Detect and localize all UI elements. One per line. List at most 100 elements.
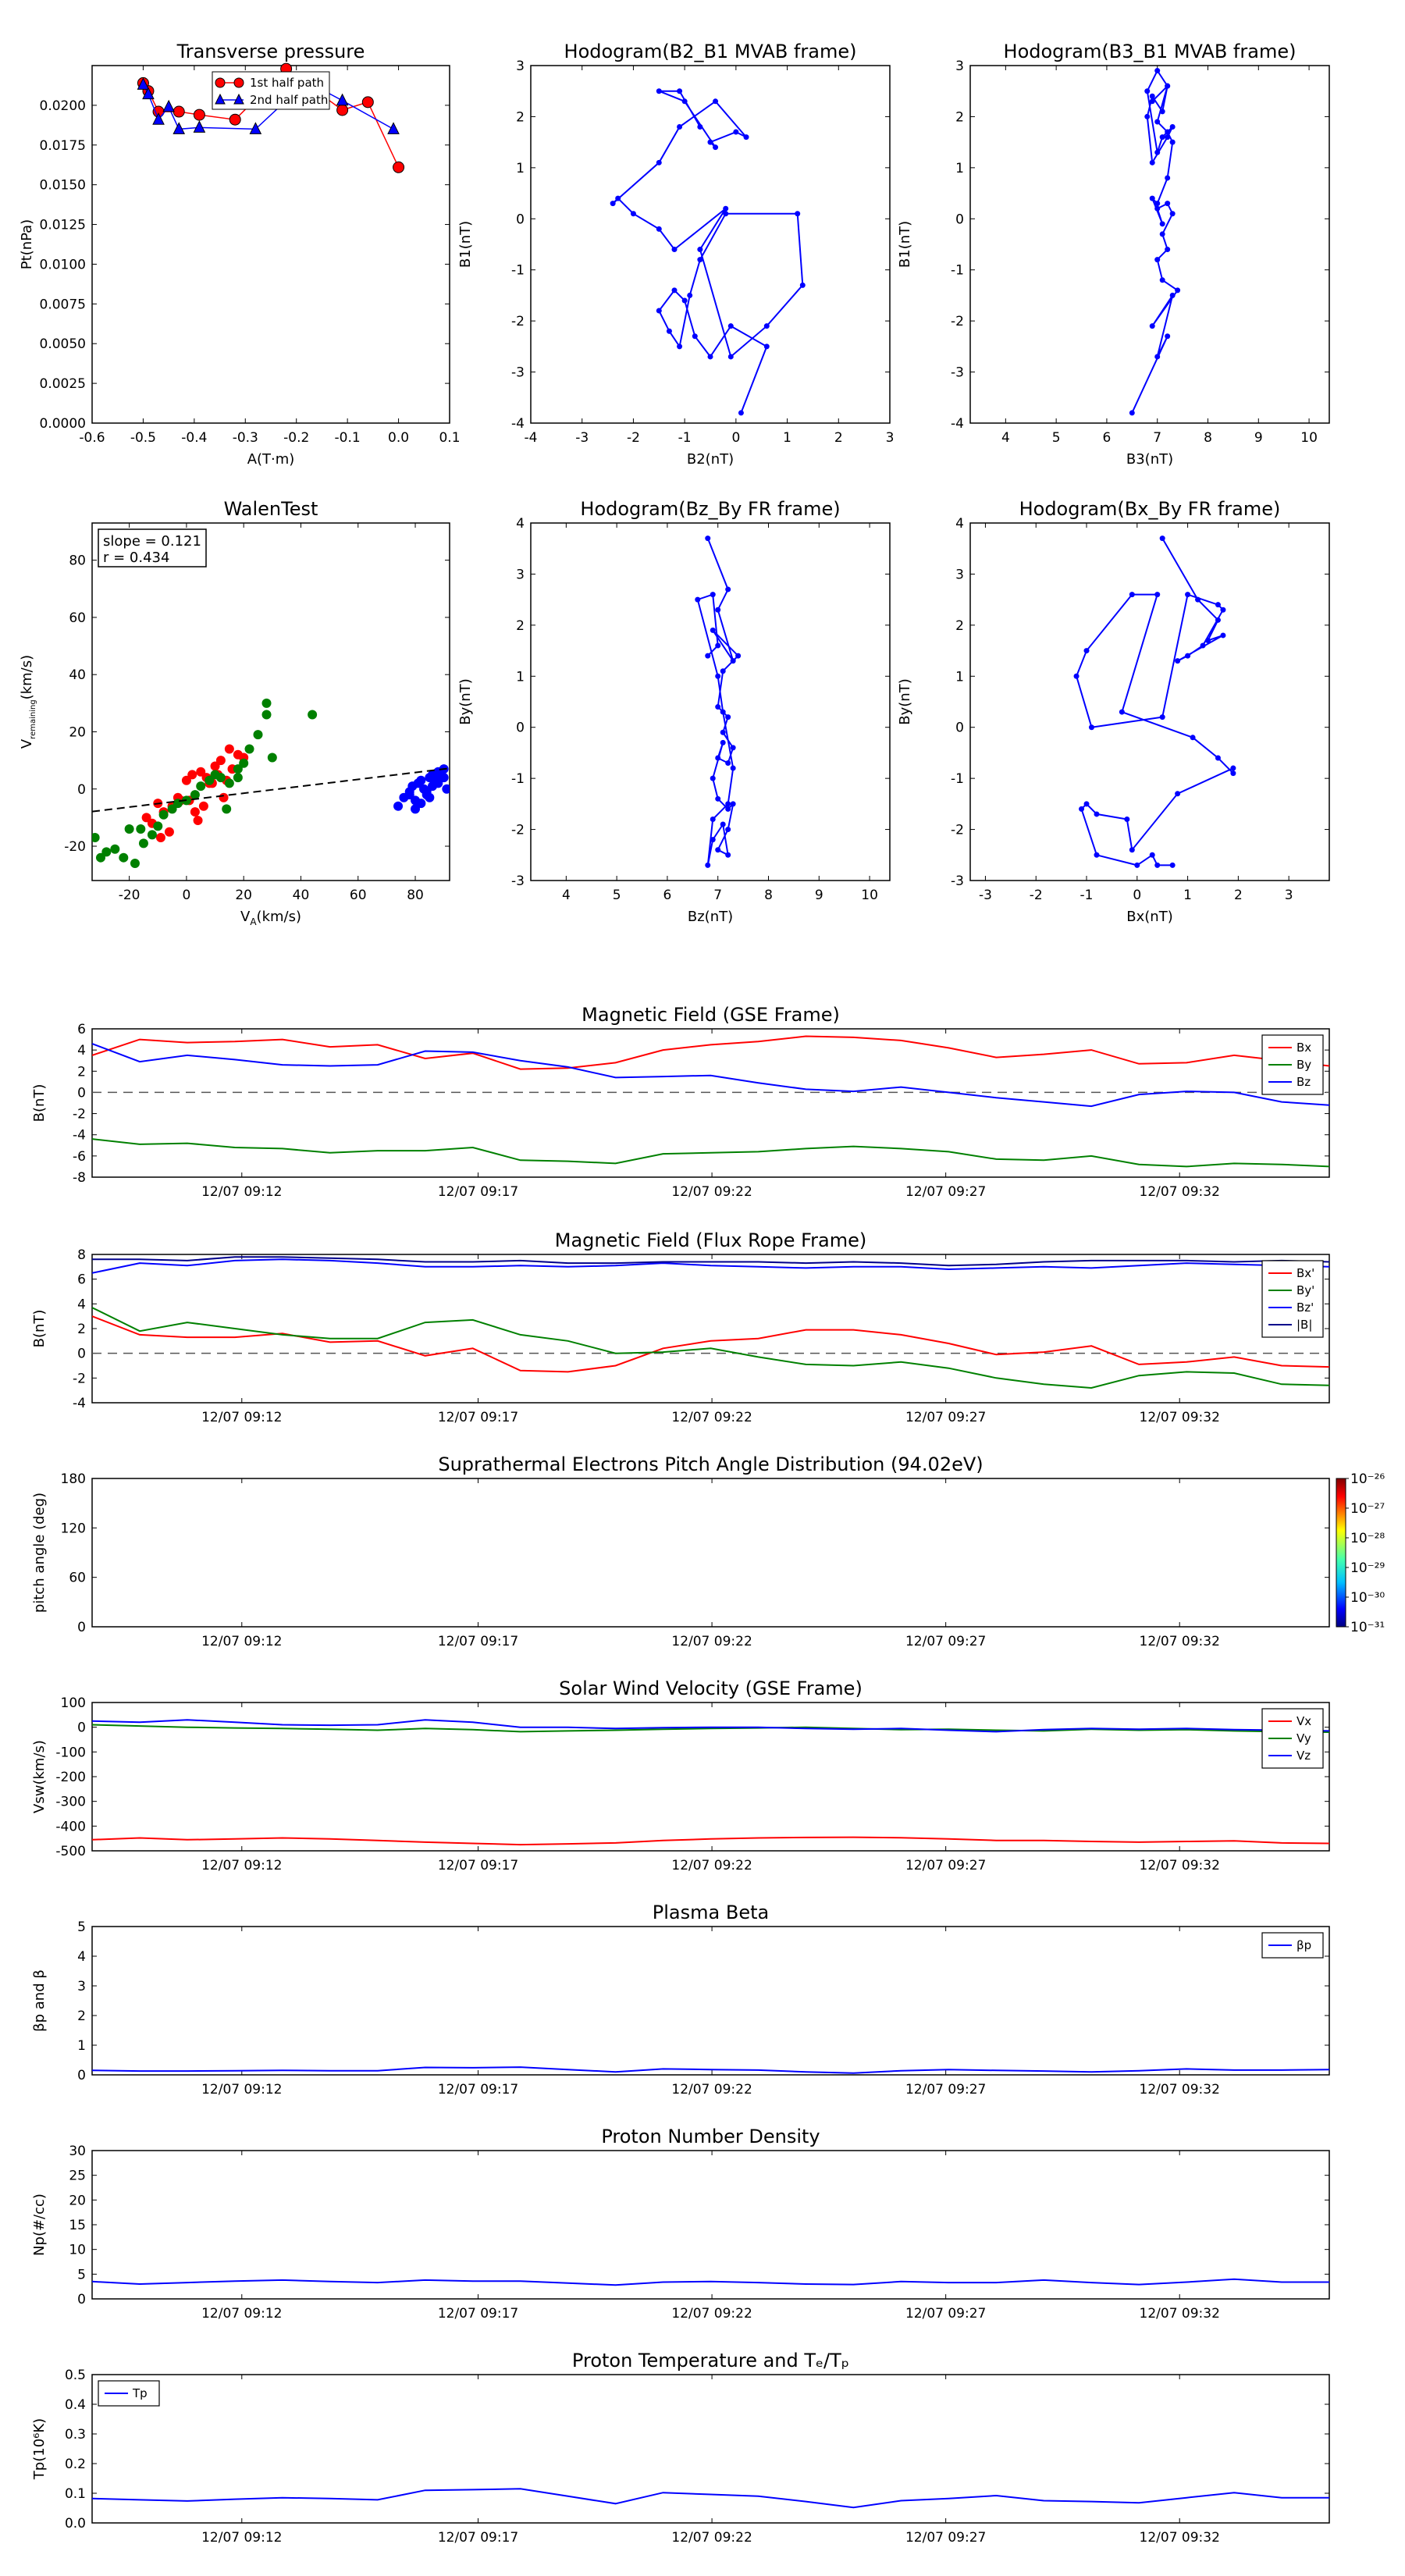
data-point bbox=[222, 804, 232, 814]
data-point bbox=[92, 833, 100, 843]
hodo_bxby-xtick-label: 2 bbox=[1234, 888, 1243, 903]
mag_gse-ytick-label: 6 bbox=[77, 1022, 86, 1037]
vsw-xtick-label: 12/07 09:22 bbox=[671, 1858, 752, 1873]
hodo_b2b1-xtick-label: -4 bbox=[525, 430, 538, 446]
hodo_b3b1-xlabel: B3(nT) bbox=[1126, 451, 1173, 468]
hodo_bxby-title: Hodogram(Bx_By FR frame) bbox=[1019, 498, 1281, 520]
walen_test-xtick-label: 0 bbox=[182, 888, 190, 903]
data-point bbox=[713, 98, 719, 105]
data-point bbox=[1220, 632, 1226, 639]
colorbar-label: 10⁻²⁹ bbox=[1350, 1560, 1385, 1576]
vsw-ytick-label: 100 bbox=[61, 1695, 86, 1711]
series-group bbox=[92, 2488, 1329, 2509]
data-point bbox=[1159, 109, 1165, 115]
annotation-r: r = 0.434 bbox=[103, 550, 169, 566]
data-point bbox=[1154, 354, 1161, 360]
beta-ytick-label: 4 bbox=[77, 1949, 86, 1965]
data-point bbox=[1165, 175, 1171, 181]
walen_test-ytick-label: 20 bbox=[69, 724, 86, 740]
data-point bbox=[715, 642, 721, 649]
density-xtick-label: 12/07 09:27 bbox=[905, 2306, 986, 2322]
vsw-ytick-label: 0 bbox=[77, 1720, 86, 1736]
data-point bbox=[687, 292, 693, 298]
data-point bbox=[1190, 735, 1196, 741]
data-point bbox=[615, 195, 621, 201]
legend-label: Bz' bbox=[1297, 1300, 1314, 1315]
hodo_b3b1-ytick-label: -1 bbox=[951, 263, 964, 279]
hodogram-line bbox=[612, 90, 804, 414]
mag_fr-ytick-label: 8 bbox=[77, 1247, 86, 1263]
data-point bbox=[158, 809, 169, 820]
pitch_angle-title: Suprathermal Electrons Pitch Angle Distr… bbox=[438, 1453, 983, 1475]
walen_test-xtick-label: 40 bbox=[293, 888, 310, 903]
legend-marker bbox=[215, 93, 226, 105]
data-point bbox=[244, 744, 254, 754]
series-path bbox=[1073, 535, 1236, 868]
data-point bbox=[1149, 323, 1155, 329]
chart-hodo_b3b1: Hodogram(B3_B1 MVAB frame) -4 -3 -2 -1 0 1 2 3 4 5… bbox=[897, 41, 1330, 468]
data-point bbox=[671, 247, 678, 253]
data-point bbox=[725, 760, 731, 767]
series-group bbox=[92, 2278, 1329, 2286]
data-point bbox=[630, 211, 636, 217]
data-point bbox=[720, 729, 726, 735]
hodo_bxby-xtick-label: 3 bbox=[1285, 888, 1293, 903]
hodo_bxby-ytick-label: 4 bbox=[955, 516, 964, 532]
hodo_b3b1-title: Hodogram(B3_B1 MVAB frame) bbox=[1004, 41, 1297, 62]
legend-label: Bx bbox=[1297, 1041, 1311, 1055]
data-point bbox=[1154, 862, 1161, 868]
hodo_b2b1-ytick-label: 0 bbox=[516, 212, 525, 227]
chart-mag_gse: Magnetic Field (GSE Frame) -8 -6 -4 -2 0 2 4 6 12… bbox=[31, 1004, 1330, 1200]
data-point bbox=[1144, 113, 1151, 119]
transverse_pressure-ytick-label: 0.0200 bbox=[40, 98, 86, 114]
vsw-xtick-label: 12/07 09:27 bbox=[905, 1858, 986, 1873]
hodo_bzby-xtick-label: 10 bbox=[861, 888, 878, 903]
data-point bbox=[723, 205, 729, 212]
pitch_angle-xtick-label: 12/07 09:27 bbox=[905, 1634, 986, 1649]
data-point bbox=[1154, 149, 1161, 155]
fit-line bbox=[92, 767, 450, 813]
hodo_b3b1-ytick-label: 0 bbox=[955, 212, 964, 227]
hodo_b2b1-xtick-label: 1 bbox=[783, 430, 791, 446]
mag_gse-xtick-label: 12/07 09:22 bbox=[671, 1184, 752, 1200]
series-line-Bz bbox=[92, 1258, 1329, 1274]
data-point bbox=[1134, 862, 1140, 868]
data-point bbox=[442, 784, 450, 794]
hodo_b2b1-ytick-label: 3 bbox=[516, 59, 525, 74]
ylabel-sub: remaining bbox=[29, 699, 37, 739]
temperature-ytick-label: 0.1 bbox=[65, 2486, 86, 2502]
temperature-ytick-label: 0.3 bbox=[65, 2427, 86, 2443]
legend-label: Vx bbox=[1297, 1714, 1311, 1728]
hodo_bzby-ylabel: By(nT) bbox=[457, 678, 474, 724]
series-path bbox=[695, 535, 742, 868]
hodo_bxby-xtick-label: 1 bbox=[1183, 888, 1192, 903]
data-point bbox=[705, 862, 711, 868]
chart-hodo_bxby: Hodogram(Bx_By FR frame) -3 -2 -1 0 1 2 3 4 -3 -2 -… bbox=[897, 498, 1330, 925]
data-point bbox=[1159, 277, 1165, 283]
data-point bbox=[404, 790, 414, 800]
chart-pitch_angle: Suprathermal Electrons Pitch Angle Distr… bbox=[31, 1453, 1385, 1649]
hodo_b3b1-xtick-label: 9 bbox=[1254, 430, 1263, 446]
data-point bbox=[710, 816, 716, 822]
data-point bbox=[267, 753, 277, 763]
walen_test-xtick-label: 20 bbox=[235, 888, 252, 903]
data-point bbox=[733, 129, 739, 135]
data-point bbox=[190, 790, 200, 800]
xlabel-sub: A bbox=[250, 916, 257, 927]
density-ytick-label: 25 bbox=[69, 2169, 86, 2184]
data-point bbox=[1175, 287, 1181, 294]
data-point bbox=[173, 105, 185, 118]
mag_fr-xtick-label: 12/07 09:22 bbox=[671, 1410, 752, 1425]
density-ytick-label: 10 bbox=[69, 2243, 86, 2258]
data-point bbox=[229, 113, 241, 126]
mag_fr-frame bbox=[91, 1254, 1330, 1404]
legend-marker bbox=[233, 77, 244, 88]
hodo_b3b1-ylabel: B1(nT) bbox=[897, 221, 913, 268]
transverse_pressure-xtick-label: -0.6 bbox=[79, 430, 105, 446]
data-point bbox=[1165, 129, 1171, 135]
legend: Bx' By' Bz' |B| bbox=[1261, 1260, 1324, 1338]
hodo_bxby-ytick-label: -3 bbox=[951, 873, 964, 889]
data-point bbox=[1165, 333, 1171, 340]
transverse_pressure-xtick-label: 0.0 bbox=[388, 430, 409, 446]
